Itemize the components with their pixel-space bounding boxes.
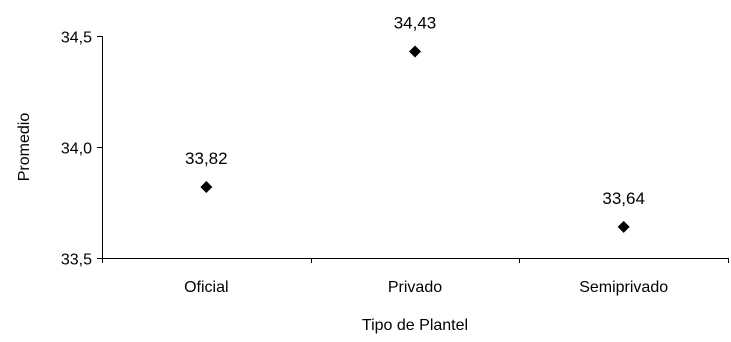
data-point-diamond bbox=[409, 45, 421, 58]
x-category-label: Oficial bbox=[184, 279, 228, 296]
x-axis-title: Tipo de Plantel bbox=[362, 317, 468, 334]
x-axis-ticks: Oficial Privado Semiprivado bbox=[102, 258, 729, 296]
y-axis-title: Promedio bbox=[16, 113, 33, 182]
data-value-label: 34,43 bbox=[394, 14, 437, 33]
data-points bbox=[200, 45, 630, 233]
data-value-label: 33,82 bbox=[185, 149, 228, 168]
x-category-label: Semiprivado bbox=[579, 279, 668, 296]
y-tick-label: 34,0 bbox=[61, 141, 92, 158]
y-tick-label: 33,5 bbox=[61, 252, 92, 269]
data-value-label: 33,64 bbox=[602, 189, 645, 208]
x-category-label: Privado bbox=[388, 279, 442, 296]
y-axis-ticks: 33,5 34,0 34,5 bbox=[61, 30, 103, 269]
data-labels: 33,82 34,43 33,64 bbox=[185, 14, 645, 208]
data-point-diamond bbox=[200, 180, 213, 193]
data-point-diamond bbox=[617, 220, 630, 233]
y-tick-label: 34,5 bbox=[61, 30, 92, 47]
